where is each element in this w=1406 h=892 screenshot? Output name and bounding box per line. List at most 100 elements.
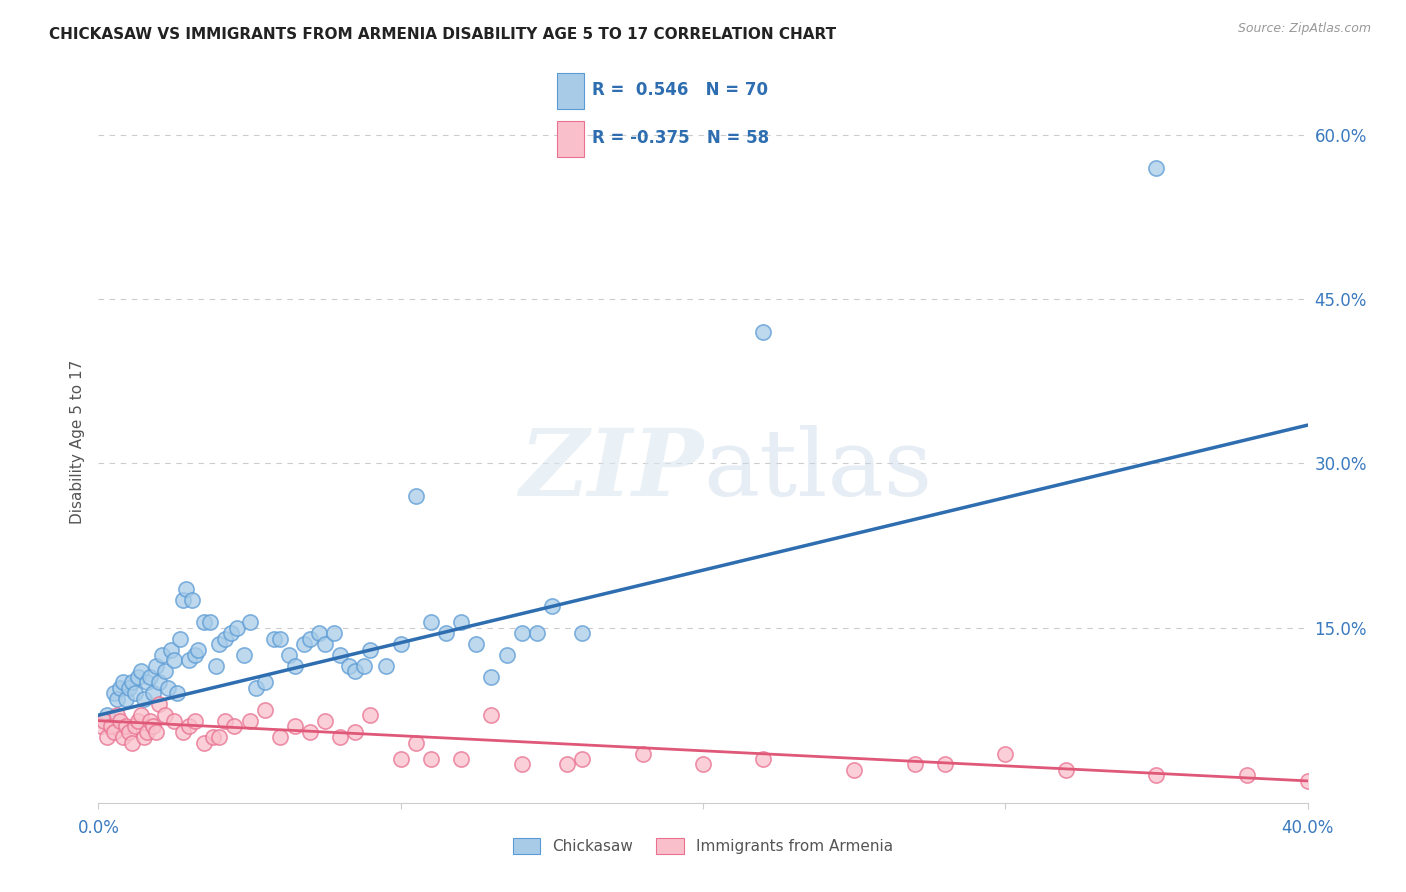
Point — [181, 593, 204, 607]
Point — [353, 659, 375, 673]
Point — [571, 752, 593, 766]
Point — [208, 730, 231, 744]
Point — [631, 747, 654, 761]
Point — [200, 615, 222, 630]
Point — [124, 719, 146, 733]
Point — [1144, 161, 1167, 175]
Point — [224, 719, 246, 733]
Point — [284, 719, 307, 733]
Point — [163, 653, 186, 667]
Point — [389, 637, 412, 651]
Point — [540, 599, 562, 613]
Point — [108, 681, 131, 695]
Point — [299, 724, 322, 739]
Text: ZIP: ZIP — [519, 425, 703, 516]
Point — [420, 752, 443, 766]
Point — [214, 632, 236, 646]
Point — [1054, 763, 1077, 777]
Point — [148, 698, 170, 712]
Point — [692, 757, 714, 772]
Point — [179, 719, 201, 733]
Point — [153, 665, 176, 679]
Point — [187, 642, 209, 657]
Point — [153, 708, 176, 723]
Point — [450, 752, 472, 766]
Point — [193, 615, 215, 630]
Point — [263, 632, 285, 646]
Text: R =  0.546   N = 70: R = 0.546 N = 70 — [592, 81, 768, 99]
Point — [139, 670, 162, 684]
Point — [389, 752, 412, 766]
FancyBboxPatch shape — [557, 121, 583, 157]
Point — [129, 665, 152, 679]
FancyBboxPatch shape — [557, 73, 583, 109]
Legend: Chickasaw, Immigrants from Armenia: Chickasaw, Immigrants from Armenia — [506, 832, 900, 860]
Point — [526, 626, 548, 640]
Point — [752, 752, 775, 766]
Text: R = -0.375   N = 58: R = -0.375 N = 58 — [592, 129, 769, 147]
Point — [420, 615, 443, 630]
Point — [174, 582, 197, 597]
Point — [96, 730, 118, 744]
Point — [510, 626, 533, 640]
Point — [450, 615, 472, 630]
Point — [202, 730, 225, 744]
Point — [208, 637, 231, 651]
Y-axis label: Disability Age 5 to 17: Disability Age 5 to 17 — [69, 359, 84, 524]
Point — [752, 325, 775, 339]
Point — [329, 730, 352, 744]
Point — [555, 757, 578, 772]
Point — [148, 675, 170, 690]
Point — [844, 763, 866, 777]
Point — [135, 675, 157, 690]
Point — [1236, 768, 1258, 782]
Point — [150, 648, 173, 662]
Point — [239, 714, 262, 728]
Point — [127, 670, 149, 684]
Point — [374, 659, 396, 673]
Text: atlas: atlas — [703, 425, 932, 516]
Point — [226, 621, 249, 635]
Point — [337, 659, 360, 673]
Point — [139, 714, 162, 728]
Point — [314, 714, 336, 728]
Point — [495, 648, 517, 662]
Point — [434, 626, 457, 640]
Point — [145, 659, 167, 673]
Text: Source: ZipAtlas.com: Source: ZipAtlas.com — [1237, 22, 1371, 36]
Point — [163, 714, 186, 728]
Point — [239, 615, 262, 630]
Point — [93, 714, 115, 728]
Point — [105, 691, 128, 706]
Point — [103, 724, 125, 739]
Point — [114, 719, 136, 733]
Point — [142, 719, 165, 733]
Point — [179, 653, 201, 667]
Point — [308, 626, 330, 640]
Point — [253, 675, 276, 690]
Point — [105, 708, 128, 723]
Point — [132, 691, 155, 706]
Point — [314, 637, 336, 651]
Point — [100, 719, 122, 733]
Point — [1296, 773, 1319, 788]
Point — [510, 757, 533, 772]
Point — [934, 757, 956, 772]
Text: CHICKASAW VS IMMIGRANTS FROM ARMENIA DISABILITY AGE 5 TO 17 CORRELATION CHART: CHICKASAW VS IMMIGRANTS FROM ARMENIA DIS… — [49, 27, 837, 42]
Point — [142, 686, 165, 700]
Point — [329, 648, 352, 662]
Point — [103, 686, 125, 700]
Point — [129, 708, 152, 723]
Point — [245, 681, 267, 695]
Point — [360, 708, 382, 723]
Point — [405, 489, 427, 503]
Point — [299, 632, 322, 646]
Point — [232, 648, 254, 662]
Point — [481, 708, 503, 723]
Point — [221, 626, 243, 640]
Point — [344, 665, 367, 679]
Point — [253, 703, 276, 717]
Point — [160, 642, 183, 657]
Point — [96, 708, 118, 723]
Point — [1144, 768, 1167, 782]
